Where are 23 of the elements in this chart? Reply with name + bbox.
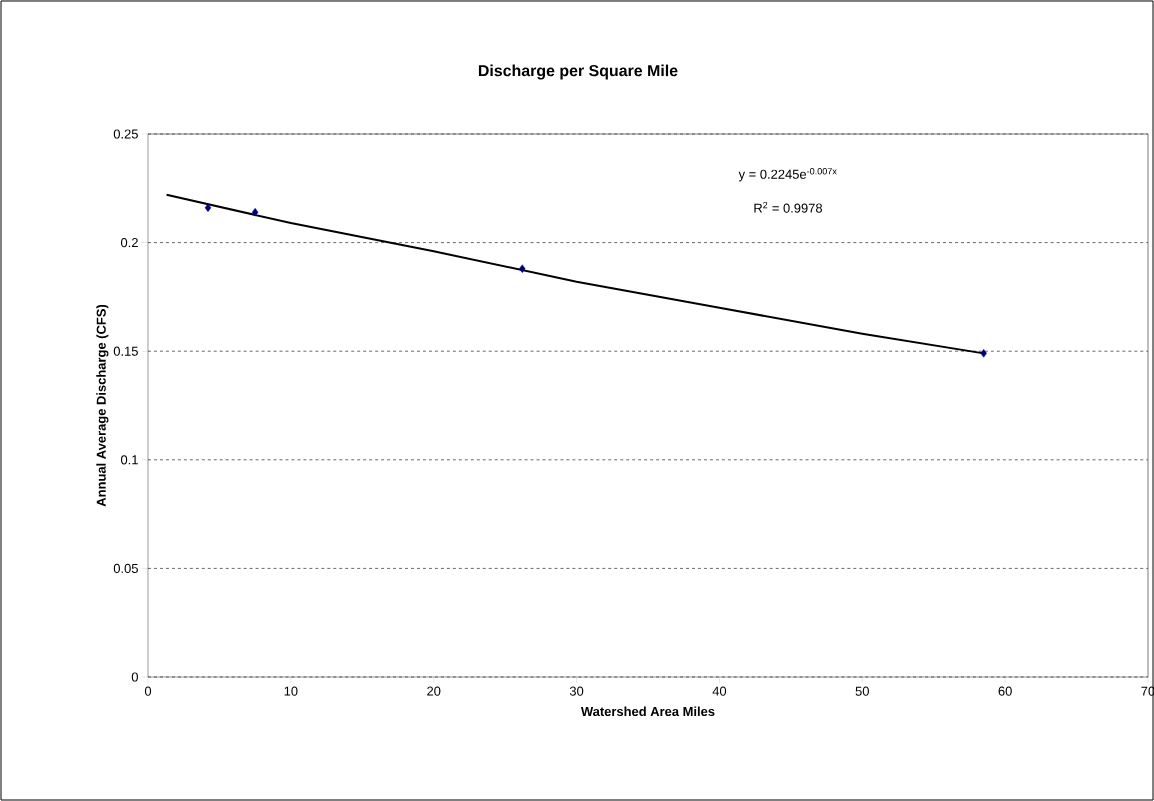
x-axis-title: Watershed Area Miles: [580, 706, 715, 717]
y-tick-label: 0: [131, 672, 138, 682]
point: [519, 264, 526, 273]
x-tick-label: 60: [998, 686, 1012, 696]
y-tick-label: 0.05: [113, 563, 138, 573]
x-tick-label: 0: [144, 686, 152, 696]
annotation: R$^{2}$ = 0.9978: [754, 201, 823, 213]
y-axis-title: Annual Average Discharge (CFS): [96, 304, 109, 507]
point: [980, 349, 987, 358]
y-tick-label: 0.1: [120, 455, 138, 465]
x-tick-label: 40: [712, 686, 727, 696]
x-tick-label: 50: [855, 686, 869, 696]
y-tick-label: 0.25: [113, 129, 138, 139]
point: [204, 203, 212, 213]
y-tick-label: 0.2: [120, 238, 138, 248]
x-tick-label: 20: [427, 686, 441, 696]
y-tick-label: 0.15: [113, 346, 138, 356]
point: [251, 207, 259, 217]
annotation: y = 0.2245e$^{-0.007x}$: [738, 168, 837, 182]
x-tick-label: 10: [284, 686, 298, 696]
chart-title: Discharge per Square Mile: [478, 64, 678, 80]
x-tick-label: 30: [569, 686, 584, 696]
x-tick-label: 70: [1141, 686, 1154, 696]
